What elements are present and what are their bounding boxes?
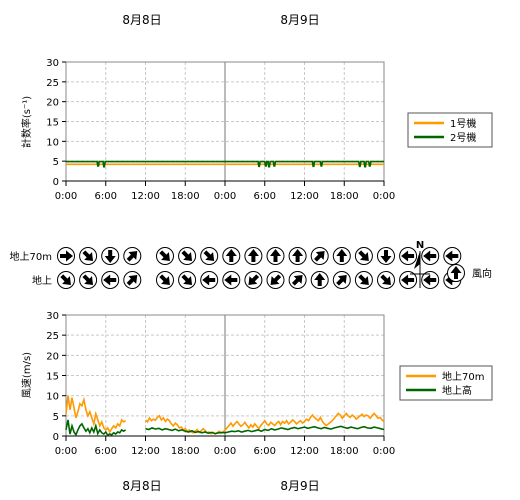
count-rate-ytick-label: 5 [53, 157, 59, 168]
wind-direction-arrow-icon [421, 247, 440, 265]
legend-label-70m: 地上70m [442, 370, 484, 383]
count-rate-legend: 1号機 2号機 [407, 112, 493, 148]
legend-label-ground: 地上高 [442, 384, 472, 397]
wind-direction-arrow-icon [266, 271, 285, 289]
date-label-day1: 8月8日 [122, 13, 161, 27]
wind-direction-arrow-icon [266, 247, 285, 265]
count-rate-xtick-label: 6:00 [95, 191, 117, 202]
date-label-day1-bottom: 8月8日 [122, 479, 161, 493]
count-rate-ytick-label: 30 [46, 58, 59, 69]
count-rate-ytick-label: 25 [46, 78, 59, 89]
wind-speed-ytick-label: 15 [46, 372, 59, 383]
count-rate-xtick-label: 12:00 [290, 191, 319, 202]
wind-direction-legend-icon [447, 264, 465, 282]
wind-direction-rows [57, 247, 462, 289]
wind-direction-legend [447, 264, 465, 282]
wind-direction-arrow-icon [288, 271, 307, 289]
wind-speed-legend: 地上70m 地上高 [399, 365, 493, 401]
wind-direction-arrow-icon [79, 247, 98, 265]
wind-speed-chart: 0 5 10 15 20 25 30 0:00 6:00 12:00 18:00 0:00 6:00 12… [46, 311, 395, 457]
wind-speed-ytick-label: 30 [46, 311, 59, 322]
wind-direction-arrow-icon [101, 247, 120, 265]
count-rate-ytick-label: 10 [46, 137, 59, 148]
count-rate-xtick-label: 18:00 [171, 191, 200, 202]
count-rate-ytick-label: 0 [53, 177, 59, 188]
wind-direction-arrow-icon [443, 247, 462, 265]
wind-direction-arrow-icon [332, 271, 351, 289]
wind-direction-arrow-icon [310, 271, 329, 289]
wind-speed-ytick-label: 5 [53, 412, 59, 423]
count-rate-xtick-label: 6:00 [254, 191, 276, 202]
wind-row-label-upper: 地上70m [10, 250, 52, 263]
count-rate-series-line-1 [66, 160, 384, 168]
count-rate-xtick-label: 0:00 [55, 191, 77, 202]
wind-direction-arrow-icon [244, 247, 263, 265]
wind-row-label-lower: 地上 [32, 274, 52, 287]
wind-direction-arrow-icon [200, 247, 219, 265]
wind-direction-arrow-icon [399, 247, 418, 265]
wind-direction-arrow-icon [101, 271, 120, 289]
compass-north-icon: N [410, 240, 430, 288]
wind-speed-xtick-label: 12:00 [290, 446, 319, 457]
wind-direction-arrow-icon [57, 247, 75, 265]
legend-label-2gouki: 2号機 [450, 131, 476, 144]
wind-speed-series-line-0 [144, 412, 385, 435]
wind-direction-arrow-icon [200, 271, 219, 289]
date-label-day2: 8月9日 [280, 13, 319, 27]
wind-direction-arrow-icon [354, 271, 373, 289]
count-rate-chart: 0 5 10 15 20 25 30 0:00 6:00 12:00 18:00 0:00 6:00 12… [46, 58, 395, 202]
count-rate-ylabel: 計数率(s⁻¹) [20, 96, 33, 148]
wind-direction-arrow-icon [123, 271, 142, 289]
wind-speed-xtick-label: 12:00 [131, 446, 160, 457]
wind-direction-arrow-icon [156, 247, 174, 265]
wind-direction-arrow-icon [377, 271, 395, 289]
wind-speed-ytick-label: 0 [53, 432, 59, 443]
wind-direction-arrow-icon [57, 271, 75, 289]
date-label-day2-bottom: 8月9日 [280, 479, 319, 493]
count-rate-ytick-label: 20 [46, 98, 59, 109]
wind-speed-series-line-1 [145, 425, 385, 435]
wind-speed-ylabel: 風速(m/s) [21, 352, 33, 398]
wind-direction-arrow-icon [310, 247, 329, 265]
count-rate-xtick-label: 0:00 [214, 191, 236, 202]
wind-direction-arrow-icon [377, 247, 395, 265]
legend-box [407, 112, 493, 148]
wind-direction-arrow-icon [79, 271, 98, 289]
wind-direction-arrow-icon [222, 247, 241, 265]
wind-speed-xtick-label: 18:00 [171, 446, 200, 457]
count-rate-xtick-label: 0:00 [373, 191, 395, 202]
wind-direction-arrow-icon [123, 247, 142, 265]
wind-speed-series-line-0 [65, 395, 127, 434]
wind-direction-arrow-icon [354, 247, 373, 265]
wind-speed-xtick-label: 6:00 [95, 446, 117, 457]
wind-direction-arrow-icon [288, 247, 307, 265]
wind-legend-label: 風向 [472, 267, 492, 280]
count-rate-xtick-label: 12:00 [131, 191, 160, 202]
wind-speed-ytick-label: 10 [46, 392, 59, 403]
wind-speed-xtick-label: 0:00 [55, 446, 77, 457]
count-rate-ytick-label: 15 [46, 118, 59, 129]
wind-speed-xtick-label: 0:00 [373, 446, 395, 457]
wind-direction-arrow-icon [421, 271, 440, 289]
wind-speed-xtick-label: 18:00 [330, 446, 359, 457]
compass-north-label: N [416, 240, 424, 251]
wind-direction-arrow-icon [244, 271, 263, 289]
wind-speed-ytick-label: 20 [46, 351, 59, 362]
legend-label-1gouki: 1号機 [450, 117, 476, 130]
wind-direction-arrow-icon [178, 247, 197, 265]
wind-direction-arrow-icon [222, 271, 241, 289]
wind-direction-arrow-icon [156, 271, 174, 289]
wind-speed-xtick-label: 0:00 [214, 446, 236, 457]
wind-speed-series-line-1 [65, 419, 127, 437]
wind-direction-arrow-icon [399, 271, 418, 289]
wind-speed-xtick-label: 6:00 [254, 446, 276, 457]
count-rate-xtick-label: 18:00 [330, 191, 359, 202]
wind-direction-arrow-icon [178, 271, 197, 289]
legend-box-2 [399, 365, 493, 401]
wind-direction-arrow-icon [332, 247, 351, 265]
wind-speed-ytick-label: 25 [46, 331, 59, 342]
